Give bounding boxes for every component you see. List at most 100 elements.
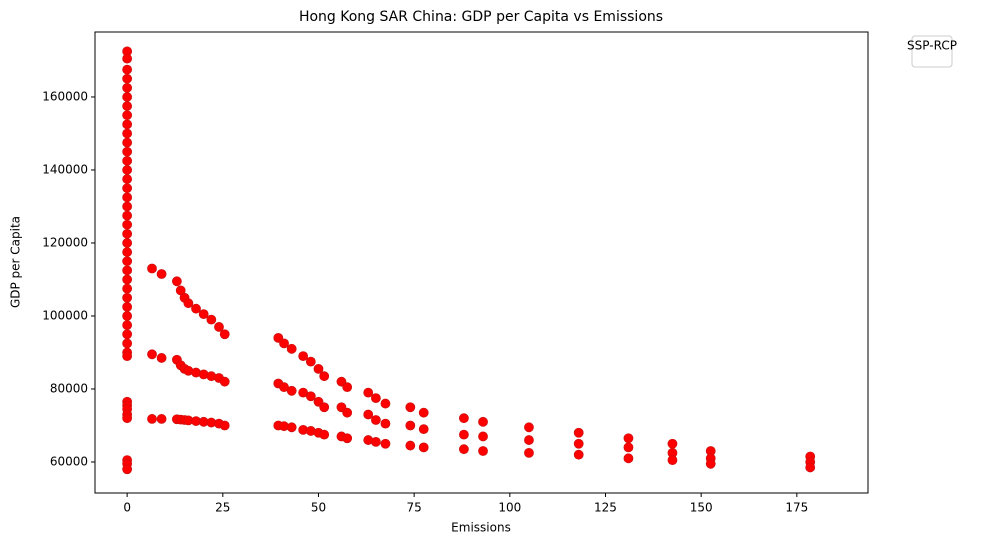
point (156, 269, 167, 279)
point (122, 128, 133, 139)
x-tick-label: 50 (311, 501, 326, 515)
point (458, 413, 469, 424)
point (122, 351, 133, 362)
y-tick-label: 160000 (42, 89, 88, 103)
point (573, 449, 584, 460)
x-tick-label: 150 (690, 501, 713, 515)
point (156, 414, 167, 424)
point (363, 409, 374, 420)
point (380, 418, 391, 429)
point (122, 137, 133, 148)
point (342, 382, 353, 393)
point (458, 444, 469, 455)
point (122, 92, 133, 102)
y-tick-label: 60000 (50, 454, 88, 468)
point (286, 422, 297, 433)
x-tick-label: 125 (594, 501, 617, 515)
point (219, 329, 230, 340)
point (219, 376, 230, 387)
point (122, 338, 133, 349)
point (298, 351, 309, 362)
point (418, 424, 429, 435)
point (122, 320, 133, 330)
point (418, 442, 429, 453)
point (122, 201, 133, 212)
point (122, 110, 133, 121)
point (805, 462, 816, 473)
point (342, 407, 353, 418)
point (198, 309, 209, 320)
point (122, 413, 133, 424)
x-tick-label: 0 (123, 501, 131, 515)
point (156, 353, 167, 363)
x-tick-label: 175 (785, 501, 808, 515)
point (122, 283, 133, 294)
point (363, 387, 374, 398)
point (305, 391, 316, 402)
point (405, 402, 416, 413)
point (319, 429, 330, 440)
point (214, 322, 224, 332)
point (319, 402, 330, 413)
point (122, 119, 133, 130)
y-tick-label: 100000 (42, 308, 88, 322)
point (122, 329, 133, 340)
point (380, 438, 391, 449)
point (122, 210, 133, 221)
plot-frame (94, 31, 869, 494)
point (122, 73, 133, 84)
legend-title: SSP-RCP (907, 39, 957, 53)
point (524, 435, 534, 445)
point (122, 64, 133, 75)
x-tick-label: 75 (407, 501, 422, 515)
point (147, 349, 157, 360)
point (524, 422, 534, 433)
point (667, 438, 678, 449)
point (478, 416, 488, 427)
point (122, 155, 133, 166)
point (122, 165, 133, 175)
point (405, 420, 416, 431)
point (319, 371, 330, 382)
point (370, 436, 381, 447)
point (313, 363, 324, 374)
point (122, 228, 133, 239)
point (623, 453, 634, 464)
point (147, 414, 157, 424)
point (122, 238, 133, 248)
point (524, 447, 534, 458)
point (122, 464, 133, 475)
point (573, 438, 584, 449)
point (286, 385, 297, 396)
point (370, 415, 381, 425)
point (458, 429, 469, 440)
point (122, 174, 133, 184)
y-tick-label: 80000 (50, 381, 88, 395)
point (206, 314, 217, 325)
point (171, 276, 182, 287)
point (623, 433, 634, 444)
point (573, 427, 584, 438)
point (219, 420, 230, 431)
point (623, 442, 634, 453)
point (286, 343, 297, 354)
point (122, 256, 133, 267)
point (370, 393, 381, 403)
x-tick-label: 25 (215, 501, 230, 515)
point (183, 298, 194, 309)
point (122, 183, 133, 194)
point (122, 146, 133, 157)
point (667, 455, 678, 466)
point (122, 301, 133, 312)
point (122, 101, 133, 111)
point (122, 311, 133, 321)
point (191, 303, 201, 314)
point (122, 274, 133, 285)
point (305, 356, 316, 367)
legend-box (911, 35, 953, 68)
chart-title: Hong Kong SAR China: GDP per Capita vs E… (299, 9, 663, 25)
y-tick-label: 120000 (42, 235, 88, 249)
point (122, 192, 133, 203)
point (122, 247, 133, 257)
